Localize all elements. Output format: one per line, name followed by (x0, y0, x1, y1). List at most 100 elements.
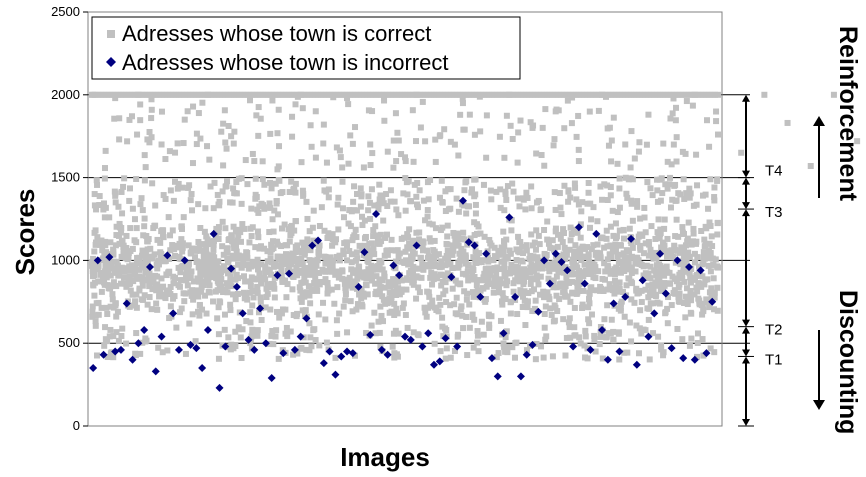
point-correct (248, 233, 255, 240)
point-correct (584, 244, 591, 251)
point-correct (214, 191, 221, 198)
point-correct (197, 259, 204, 266)
point-correct (113, 313, 120, 320)
point-correct (684, 297, 691, 304)
point-correct (133, 291, 140, 298)
point-correct (530, 267, 537, 274)
point-correct (207, 183, 214, 190)
point-correct (556, 296, 563, 303)
point-correct (426, 235, 433, 242)
point-correct (673, 104, 680, 111)
point-correct (375, 318, 382, 325)
threshold-label-t4: T4 (765, 163, 783, 180)
point-correct (285, 265, 292, 272)
point-correct (537, 273, 544, 280)
point-correct (535, 260, 542, 267)
point-correct (221, 311, 228, 318)
threshold-label-t1: T1 (765, 351, 783, 368)
point-correct (299, 187, 306, 194)
point-incorrect (348, 349, 357, 358)
point-correct (268, 241, 275, 248)
point-correct (300, 192, 307, 199)
point-correct (620, 235, 627, 242)
point-correct (376, 257, 383, 264)
point-correct (707, 176, 714, 183)
point-correct (577, 234, 584, 241)
point-correct (684, 267, 691, 274)
point-correct (278, 310, 285, 317)
point-correct (120, 250, 127, 257)
point-correct (410, 158, 417, 165)
point-correct (616, 175, 623, 182)
point-correct (331, 300, 338, 307)
point-correct (243, 318, 250, 325)
point-correct (624, 254, 631, 261)
point-incorrect (505, 213, 514, 222)
point-correct (119, 325, 126, 332)
point-correct (283, 294, 290, 301)
point-correct (429, 297, 436, 304)
point-correct (687, 290, 694, 297)
point-correct (287, 252, 294, 259)
point-correct (588, 269, 595, 276)
point-correct (252, 175, 259, 182)
point-correct (457, 281, 464, 288)
point-correct (676, 275, 683, 282)
point-correct (131, 237, 138, 244)
point-correct (133, 260, 140, 267)
point-correct (645, 238, 652, 245)
point-correct (316, 223, 323, 230)
point-correct (235, 261, 242, 268)
point-correct (567, 298, 574, 305)
point-correct (360, 269, 367, 276)
point-correct (635, 148, 642, 155)
point-correct (590, 274, 597, 281)
point-correct (395, 285, 402, 292)
point-correct (510, 188, 517, 195)
point-correct (210, 298, 217, 305)
point-correct (345, 160, 352, 167)
point-correct (680, 268, 687, 275)
point-correct (107, 303, 114, 310)
point-correct (475, 348, 482, 355)
point-correct (393, 206, 400, 213)
point-correct (263, 294, 270, 301)
point-correct (336, 252, 343, 259)
point-correct (688, 275, 695, 282)
point-correct (653, 272, 660, 279)
point-correct (686, 253, 693, 260)
point-correct (621, 313, 628, 320)
y-tick-label: 500 (58, 335, 80, 350)
point-incorrect (383, 350, 392, 359)
point-correct (302, 279, 309, 286)
point-correct (267, 179, 274, 186)
point-correct (225, 123, 232, 130)
point-correct (563, 251, 570, 258)
point-correct (571, 304, 578, 311)
reinforcement-label: Reinforcement (834, 26, 862, 202)
legend-label-incorrect: Adresses whose town is incorrect (122, 50, 448, 75)
point-correct (319, 279, 326, 286)
point-correct (115, 337, 122, 344)
point-correct (587, 287, 594, 294)
point-incorrect (650, 309, 659, 318)
point-correct (294, 93, 301, 100)
point-correct (137, 350, 144, 357)
point-correct (210, 238, 217, 245)
point-correct (95, 311, 102, 318)
point-correct (706, 219, 713, 226)
point-correct (205, 276, 212, 283)
point-correct (215, 279, 222, 286)
point-correct (119, 210, 126, 217)
point-correct (474, 255, 481, 262)
point-correct (687, 279, 694, 286)
point-correct (580, 273, 587, 280)
point-correct (95, 278, 102, 285)
point-correct (423, 313, 430, 320)
point-correct (474, 277, 481, 284)
point-correct (691, 291, 698, 298)
point-incorrect (111, 347, 120, 356)
point-correct (101, 342, 108, 349)
point-correct (687, 190, 694, 197)
point-correct (363, 282, 370, 289)
